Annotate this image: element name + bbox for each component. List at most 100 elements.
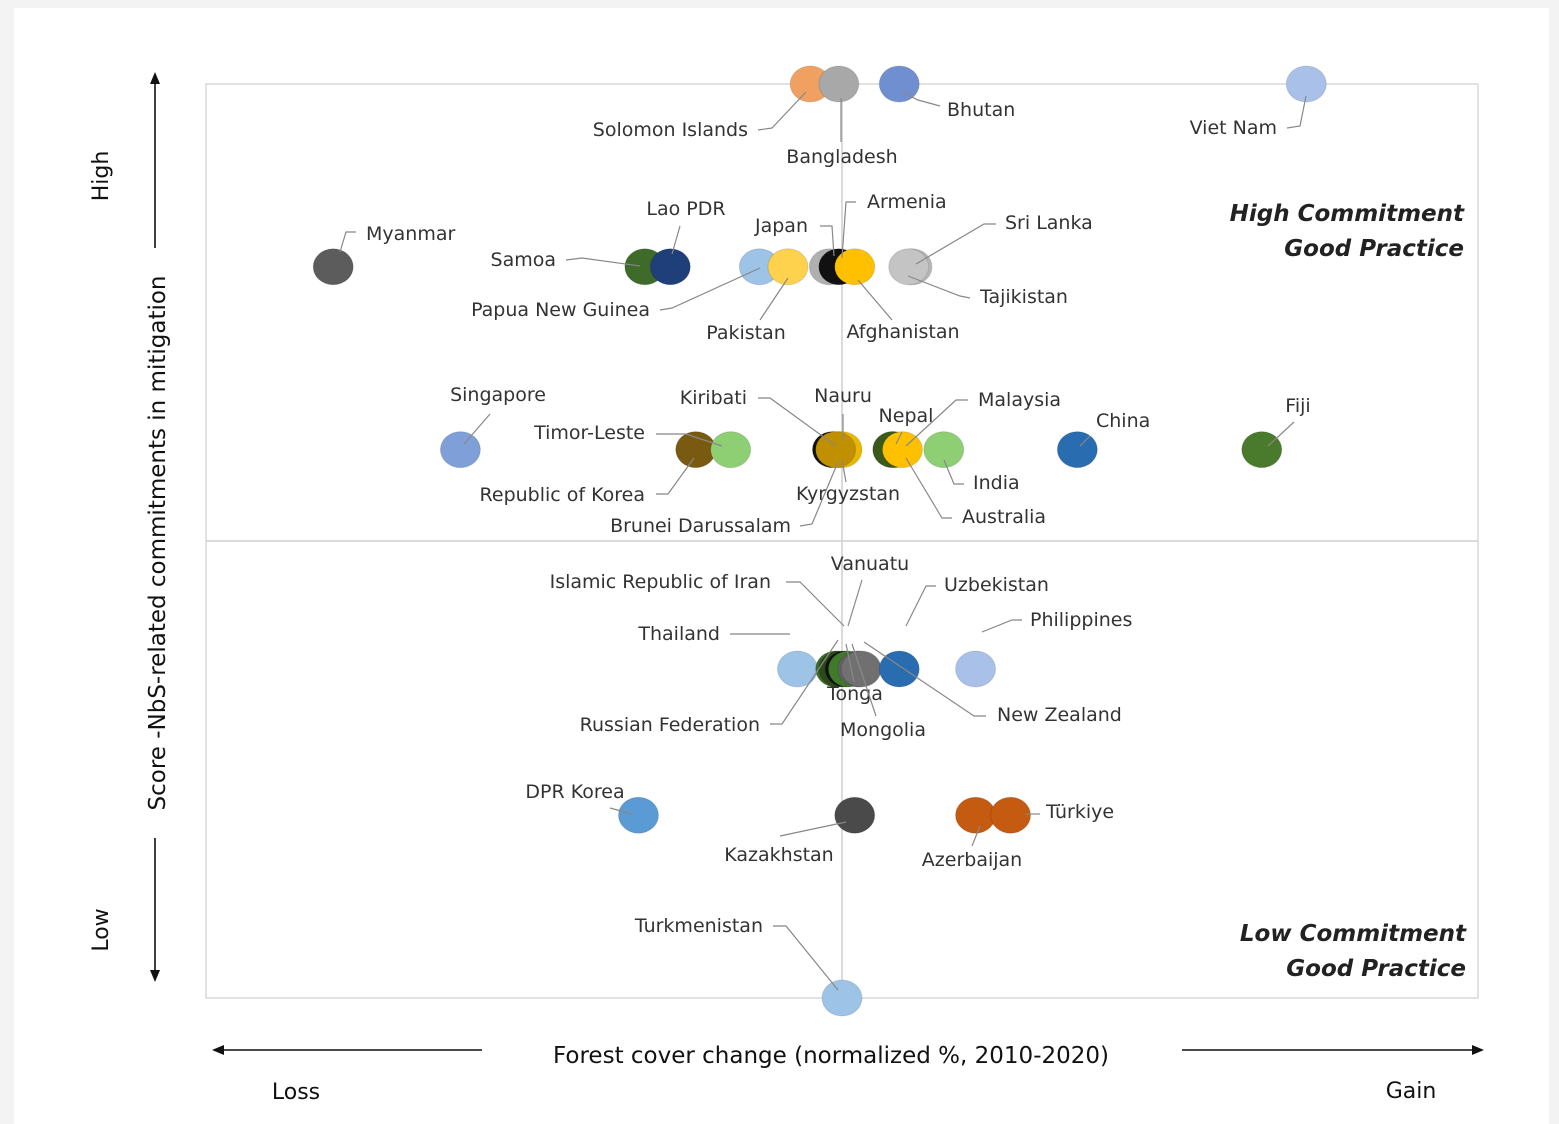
point-label-bangladesh: Bangladesh <box>786 146 897 168</box>
point-label-australia: Australia <box>962 506 1046 528</box>
point-label-tonga: Tonga <box>826 683 883 705</box>
leader-line-kiribati <box>758 397 837 447</box>
point-label-nauru: Nauru <box>814 385 872 407</box>
leader-line-malaysia <box>905 399 968 447</box>
point-label-vanuatu: Vanuatu <box>831 553 909 575</box>
data-point-tajikistan <box>888 248 930 286</box>
point-label-kiribati: Kiribati <box>680 387 747 409</box>
data-point-afghanistan <box>834 248 876 286</box>
data-point-turkiye <box>990 796 1032 834</box>
point-label-pakistan: Pakistan <box>706 322 786 344</box>
point-label-bhutan: Bhutan <box>947 99 1015 121</box>
labels-layer: Solomon Islands Bangladesh Bhutan Viet Nam M… <box>339 91 1311 991</box>
point-label-new-zealand: New Zealand <box>997 704 1122 726</box>
point-label-fiji: Fiji <box>1285 395 1310 417</box>
quadrant-bottom-line1: Low Commitment <box>1240 921 1467 947</box>
data-point-lao-pdr <box>649 248 691 286</box>
leader-line-philippines <box>981 619 1022 633</box>
leader-line-tajikistan <box>907 275 971 299</box>
data-point-dpr-korea <box>617 796 659 834</box>
y-high-label: High <box>89 151 114 202</box>
leader-line-tonga <box>845 643 855 683</box>
leader-line-kazakhstan <box>779 821 847 837</box>
point-label-russian-federation: Russian Federation <box>580 714 760 736</box>
data-point-fiji <box>1241 431 1283 469</box>
point-label-uzbekistan: Uzbekistan <box>944 574 1049 596</box>
leader-line-bhutan <box>901 91 941 107</box>
point-label-thailand: Thailand <box>637 623 720 645</box>
leader-line-singapore <box>463 413 491 445</box>
data-point-azerbaijan <box>955 796 997 834</box>
y-low-label: Low <box>89 908 114 951</box>
leader-line-russian-federation <box>770 639 839 725</box>
point-label-sri-lanka: Sri Lanka <box>1005 212 1093 234</box>
leader-line-sri-lanka <box>915 223 996 265</box>
leader-line-azerbaijan <box>971 825 981 847</box>
point-label-china: China <box>1096 410 1150 432</box>
data-point-uzbekistan <box>878 650 920 688</box>
leader-line-new-zealand <box>863 641 986 717</box>
leader-line-uzbekistan <box>905 585 936 627</box>
leader-line-australia <box>905 457 952 519</box>
data-point-china <box>1056 431 1098 469</box>
y-axis-title: Score -NbS-related commitments in mitiga… <box>145 275 171 810</box>
quadrant-top-line2: Good Practice <box>1284 236 1464 262</box>
point-label-azerbaijan: Azerbaijan <box>922 849 1022 871</box>
points-layer <box>312 65 1327 1017</box>
leader-line-china <box>1079 435 1091 447</box>
point-label-armenia: Armenia <box>867 191 947 213</box>
data-point-myanmar <box>312 248 354 286</box>
leader-line-lao-pdr <box>671 225 681 255</box>
point-label-singapore: Singapore <box>450 384 546 406</box>
x-gain-label: Gain <box>1386 1079 1437 1104</box>
leader-line-samoa <box>565 257 641 267</box>
leader-line-papua-new-guinea <box>659 267 761 311</box>
point-label-lao-pdr: Lao PDR <box>646 198 725 220</box>
point-label-kazakhstan: Kazakhstan <box>724 844 833 866</box>
point-label-republic-of-korea: Republic of Korea <box>480 484 645 506</box>
leader-line-islamic-republic-of-iran <box>786 581 845 627</box>
point-label-timor-leste: Timor-Leste <box>533 422 645 444</box>
point-label-viet-nam: Viet Nam <box>1190 117 1277 139</box>
data-point-thailand <box>776 650 818 688</box>
quadrant-bottom-line2: Good Practice <box>1286 956 1466 982</box>
data-point-timor-leste <box>710 431 752 469</box>
quadrant-top-line1: High Commitment <box>1230 201 1465 227</box>
x-axis-title: Forest cover change (normalized %, 2010-… <box>553 1043 1109 1069</box>
leader-line-dpr-korea <box>609 807 633 815</box>
data-point-pakistan <box>767 248 809 286</box>
leader-line-viet-nam <box>1286 95 1307 129</box>
leader-line-nepal <box>895 431 903 445</box>
point-label-papua-new-guinea: Papua New Guinea <box>471 299 650 321</box>
leader-line-myanmar <box>339 231 356 253</box>
point-label-samoa: Samoa <box>491 249 556 271</box>
x-loss-label: Loss <box>272 1080 320 1105</box>
leader-line-india <box>943 459 964 485</box>
leader-line-fiji <box>1267 421 1295 447</box>
leader-line-timor-leste <box>656 433 723 447</box>
leader-line-japan <box>820 225 835 257</box>
point-label-kyrgyzstan: Kyrgyzstan <box>796 483 900 505</box>
leader-line-turkmenistan <box>773 925 839 991</box>
data-point-brunei-darussalam <box>815 431 857 469</box>
point-label-myanmar: Myanmar <box>366 223 455 245</box>
data-point-india <box>923 431 965 469</box>
data-point-new-zealand <box>840 650 882 688</box>
data-point-kazakhstan <box>834 796 876 834</box>
point-label-brunei-darussalam: Brunei Darussalam <box>610 515 791 537</box>
point-label-solomon-islands: Solomon Islands <box>593 119 748 141</box>
point-label-japan: Japan <box>754 215 808 237</box>
point-label-mongolia: Mongolia <box>840 719 926 741</box>
point-label-turkiye: Türkiye <box>1045 801 1114 823</box>
point-label-turkmenistan: Turkmenistan <box>634 915 763 937</box>
data-point-viet-nam <box>1285 65 1327 103</box>
point-label-islamic-republic-of-iran: Islamic Republic of Iran <box>550 571 771 593</box>
leader-line-armenia <box>841 201 856 259</box>
data-point-philippines <box>955 650 997 688</box>
data-point-bangladesh <box>818 65 860 103</box>
leader-line-kyrgyzstan <box>841 459 847 483</box>
point-label-tajikistan: Tajikistan <box>979 286 1068 308</box>
chart-card <box>14 8 1549 1124</box>
leader-line-afghanistan <box>857 279 893 321</box>
